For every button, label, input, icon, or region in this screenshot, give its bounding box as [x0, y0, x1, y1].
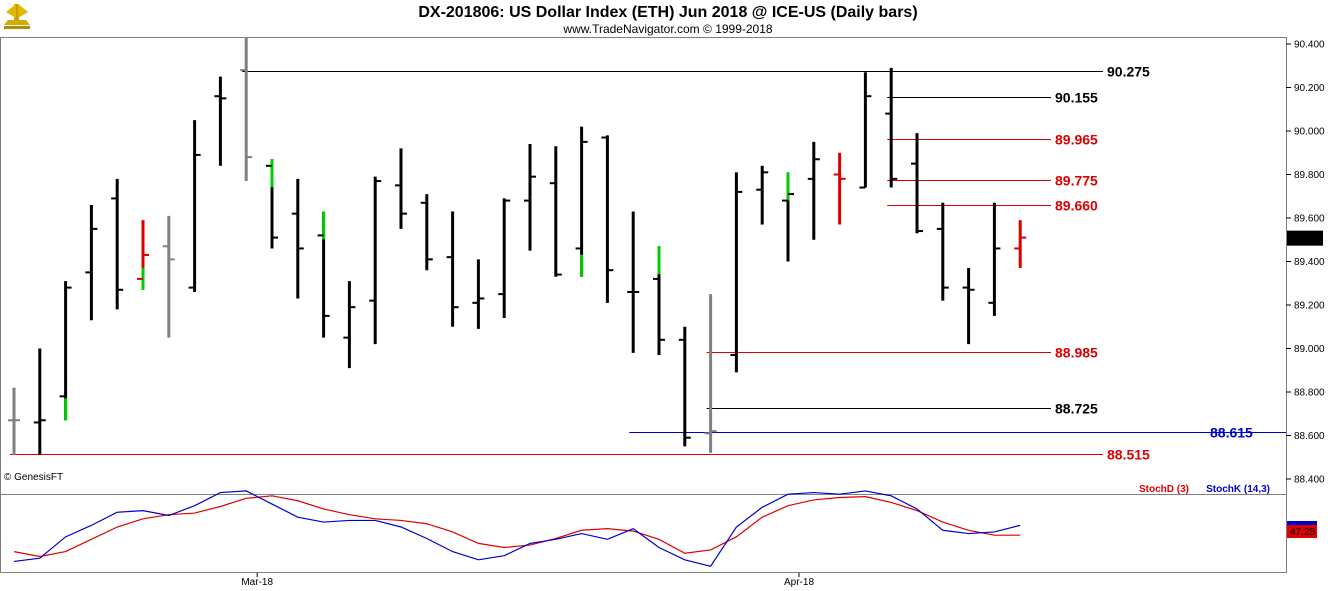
last-price-label: 89.505 — [1290, 234, 1321, 245]
x-tick-label: Apr-18 — [784, 577, 814, 588]
stochastic-lines — [13, 490, 1021, 568]
ohlc-bar — [266, 159, 278, 249]
price-y-axis: 90.400 90.200 90.000 89.800 89.600 89.400 89.2… — [1286, 40, 1325, 486]
chart-title: DX-201806: US Dollar Index (ETH) Jun 201… — [418, 4, 917, 21]
ohlc-bar — [33, 348, 46, 456]
ohlc-bar — [756, 165, 769, 225]
watermark: © GenesisFT — [4, 472, 63, 483]
ohlc-bar — [162, 215, 175, 338]
ohlc-bar — [369, 176, 382, 345]
stoch-d-line — [13, 495, 1021, 558]
level-label: 88.985 — [1055, 345, 1098, 361]
ohlc-bar — [885, 67, 898, 188]
level-label: 88.615 — [1210, 425, 1253, 441]
level-label: 90.155 — [1055, 90, 1098, 106]
y-tick-label: 89.000 — [1294, 344, 1325, 355]
y-tick-label: 90.000 — [1294, 127, 1325, 138]
ohlc-bar — [446, 211, 459, 327]
y-tick-label: 89.800 — [1294, 170, 1325, 181]
ohlc-bar — [911, 133, 923, 234]
ohlc-bar — [936, 202, 949, 301]
level-label: 89.660 — [1055, 198, 1098, 214]
date-x-axis: Mar-18 Apr-18 — [241, 573, 814, 588]
y-tick-label: 88.400 — [1294, 475, 1325, 486]
y-tick-label: 89.400 — [1294, 257, 1325, 268]
stoch-k-line — [13, 490, 1021, 568]
level-label: 89.965 — [1055, 132, 1098, 148]
level-label: 88.725 — [1055, 401, 1098, 417]
ohlc-bar — [704, 294, 717, 453]
ohlc-bar — [653, 246, 665, 356]
trophy-icon — [4, 4, 30, 29]
last-price-marker: 89.505 — [1287, 230, 1323, 246]
ohlc-bar — [498, 198, 511, 319]
level-label: 89.775 — [1055, 173, 1098, 189]
price-levels: 90.275 90.155 89.965 89.775 89.660 88.985 88.7… — [10, 64, 1286, 463]
price-bars — [8, 37, 1027, 456]
y-tick-label: 90.400 — [1294, 40, 1325, 51]
ohlc-bar — [807, 141, 820, 240]
legend-stoch-k: StochK (14,3) — [1206, 484, 1270, 495]
y-tick-label: 90.200 — [1294, 83, 1325, 94]
ohlc-bar — [962, 268, 975, 345]
y-tick-label: 88.800 — [1294, 388, 1325, 399]
ohlc-bar — [1014, 220, 1027, 269]
ohlc-bar — [678, 326, 691, 447]
y-tick-label: 88.600 — [1294, 431, 1325, 442]
ohlc-bar — [782, 172, 794, 262]
ohlc-bar — [859, 72, 872, 189]
legend-stoch-d: StochD (3) — [1139, 484, 1189, 495]
ohlc-bar — [472, 259, 485, 329]
ohlc-bar — [240, 37, 253, 182]
ohlc-bar — [833, 152, 846, 225]
ohlc-bar — [214, 76, 227, 166]
ohlc-bar — [85, 204, 98, 321]
ohlc-bar — [601, 135, 614, 303]
ohlc-bar — [111, 178, 124, 310]
chart-subtitle: www.TradeNavigator.com © 1999-2018 — [562, 22, 772, 36]
ohlc-bar — [343, 281, 356, 369]
level-label: 90.275 — [1107, 64, 1150, 80]
ohlc-bar — [137, 220, 149, 290]
ohlc-bar — [395, 148, 407, 229]
stoch-last-label: 47.25 — [1290, 527, 1315, 538]
ohlc-bar — [524, 144, 536, 251]
y-tick-label: 89.600 — [1294, 214, 1325, 225]
ohlc-bar — [988, 202, 1001, 316]
y-tick-label: 89.200 — [1294, 301, 1325, 312]
level-label: 88.515 — [1107, 447, 1150, 463]
ohlc-bar — [575, 126, 588, 277]
ohlc-bar — [549, 146, 562, 277]
x-tick-label: Mar-18 — [241, 577, 273, 588]
ohlc-bar — [291, 178, 304, 299]
ohlc-bar — [8, 387, 20, 456]
ohlc-bar — [317, 211, 330, 338]
ohlc-bar — [188, 120, 201, 292]
ohlc-bar — [627, 211, 640, 353]
ohlc-bar — [59, 281, 72, 421]
ohlc-bar — [730, 172, 743, 373]
ohlc-bar — [420, 194, 433, 271]
stoch-last-marker: 47.25 — [1287, 521, 1317, 538]
